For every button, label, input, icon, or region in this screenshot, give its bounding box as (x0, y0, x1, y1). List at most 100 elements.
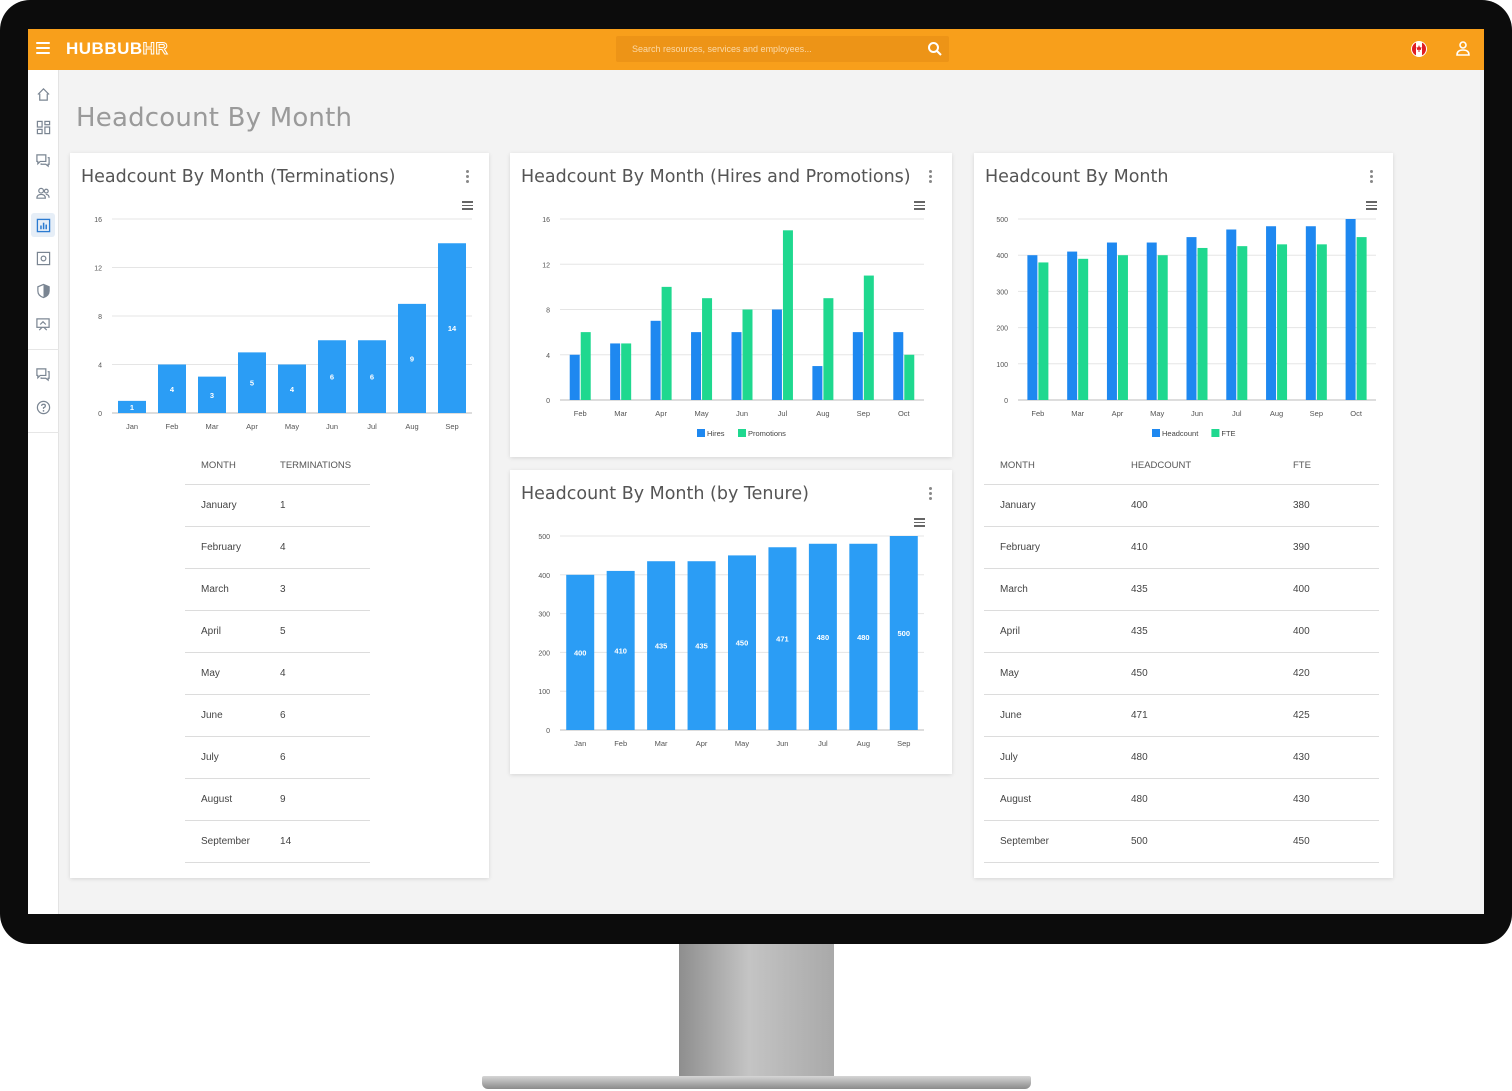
x-tick-label: Jun (1191, 409, 1203, 418)
people-icon (36, 187, 50, 199)
table-cell: 450 (1277, 820, 1379, 863)
table-row: January 400 380 (984, 484, 1379, 527)
more-options-icon[interactable] (1368, 170, 1374, 186)
table-row: September 14 (185, 820, 370, 863)
x-tick-label: Jun (736, 409, 748, 418)
table-cell: 14 (264, 820, 370, 863)
table-cell: 4 (264, 526, 370, 569)
data-label: 480 (857, 633, 870, 642)
table-cell: September (984, 820, 1115, 863)
bar-chart-icon (36, 218, 50, 232)
y-tick-label: 16 (94, 217, 102, 224)
x-tick-label: Jun (326, 422, 338, 431)
top-bar: HUBBUBHR (28, 29, 1484, 70)
x-tick-label: Jul (367, 422, 377, 431)
chart-menu-icon[interactable] (462, 201, 473, 210)
security-icon (36, 283, 50, 299)
y-tick-label: 4 (98, 363, 102, 370)
search-input[interactable] (616, 36, 916, 62)
chart-menu-icon[interactable] (1366, 201, 1377, 210)
sidebar-item-reports[interactable] (31, 213, 55, 237)
table-cell: May (984, 652, 1115, 695)
chart-bar (1067, 251, 1078, 400)
x-tick-label: May (735, 739, 749, 748)
chart-bar (1078, 258, 1089, 400)
x-tick-label: Oct (898, 409, 911, 418)
canada-flag-icon[interactable] (1411, 41, 1427, 57)
x-tick-label: Oct (1350, 409, 1363, 418)
sidebar-item-security[interactable] (31, 279, 55, 303)
menu-icon[interactable] (36, 42, 50, 54)
chart-bar (610, 343, 621, 400)
chart-bar (768, 547, 797, 730)
more-options-icon[interactable] (927, 170, 933, 186)
table-cell: 471 (1115, 694, 1277, 737)
tenure-chart: 0 100 200 300 400 500 400 Jan 410 Feb 435 Mar 435 Apr… (538, 534, 924, 748)
data-label: 410 (614, 646, 627, 655)
column-header: HEADCOUNT (1115, 448, 1277, 485)
x-tick-label: May (285, 422, 299, 431)
chart-bar (1197, 247, 1208, 400)
y-tick-label: 0 (1004, 398, 1008, 405)
chart-bar (118, 400, 146, 413)
hires-promotions-chart: 0 4 8 12 16 Feb Mar Apr May Jun Jul Aug Sep Oct Hires P… (542, 217, 924, 438)
table-row: July 6 (185, 736, 370, 779)
y-tick-label: 500 (996, 217, 1008, 224)
y-tick-label: 100 (538, 689, 550, 696)
x-tick-label: May (1150, 409, 1164, 418)
sidebar-item-people[interactable] (31, 181, 55, 205)
monitor-stand-neck (679, 944, 834, 1078)
table-cell: 390 (1277, 526, 1379, 569)
x-tick-label: Sep (857, 409, 870, 418)
table-row: July 480 430 (984, 736, 1379, 779)
help-icon (36, 400, 50, 414)
x-tick-label: Apr (1112, 409, 1124, 418)
more-options-icon[interactable] (464, 170, 470, 186)
more-options-icon[interactable] (927, 487, 933, 503)
chart-bar (621, 343, 632, 400)
sidebar-item-settings[interactable] (31, 246, 55, 270)
user-icon[interactable] (1455, 40, 1471, 56)
table-cell: August (185, 778, 265, 821)
data-label: 450 (736, 639, 749, 648)
x-tick-label: Mar (655, 739, 668, 748)
sidebar-item-home[interactable] (31, 82, 55, 106)
chart-bar (702, 298, 713, 400)
table-cell: February (185, 526, 265, 569)
table-cell: June (984, 694, 1115, 737)
table-cell: 500 (1115, 820, 1277, 863)
sidebar-item-dashboard[interactable] (31, 115, 55, 139)
chart-bar (742, 309, 753, 400)
table-cell: 400 (1277, 610, 1379, 653)
y-tick-label: 8 (98, 314, 102, 321)
sidebar-item-help[interactable] (31, 395, 55, 419)
sidebar-item-feedback[interactable] (31, 362, 55, 386)
table-cell: May (185, 652, 265, 695)
x-tick-label: Mar (206, 422, 219, 431)
table-row: June 6 (185, 694, 370, 737)
x-tick-label: Jan (126, 422, 138, 431)
chart-menu-icon[interactable] (914, 201, 925, 210)
chart-bar (358, 340, 386, 413)
dashboard-icon (36, 120, 50, 134)
app-logo[interactable]: HUBBUBHR (66, 39, 168, 59)
y-tick-label: 500 (538, 534, 550, 541)
table-row: September 500 450 (984, 820, 1379, 863)
table-cell: March (984, 568, 1115, 611)
sidebar-item-forum[interactable] (31, 148, 55, 172)
card-title: Headcount By Month (by Tenure) (521, 484, 809, 504)
y-tick-label: 300 (996, 289, 1008, 296)
legend-label: FTE (1221, 429, 1235, 438)
chart-bar (438, 243, 466, 413)
data-label: 1 (130, 403, 134, 412)
sidebar-item-training[interactable] (31, 312, 55, 336)
x-tick-label: Aug (816, 409, 829, 418)
y-tick-label: 300 (538, 612, 550, 619)
terminations-card: Headcount By Month (Terminations) 0 4 8 12 1… (70, 153, 489, 878)
table-cell: February (984, 526, 1115, 569)
legend-swatch (738, 429, 746, 437)
chart-menu-icon[interactable] (914, 518, 925, 527)
data-label: 9 (410, 354, 414, 363)
search-icon[interactable] (927, 41, 943, 57)
x-tick-label: Jan (574, 739, 586, 748)
